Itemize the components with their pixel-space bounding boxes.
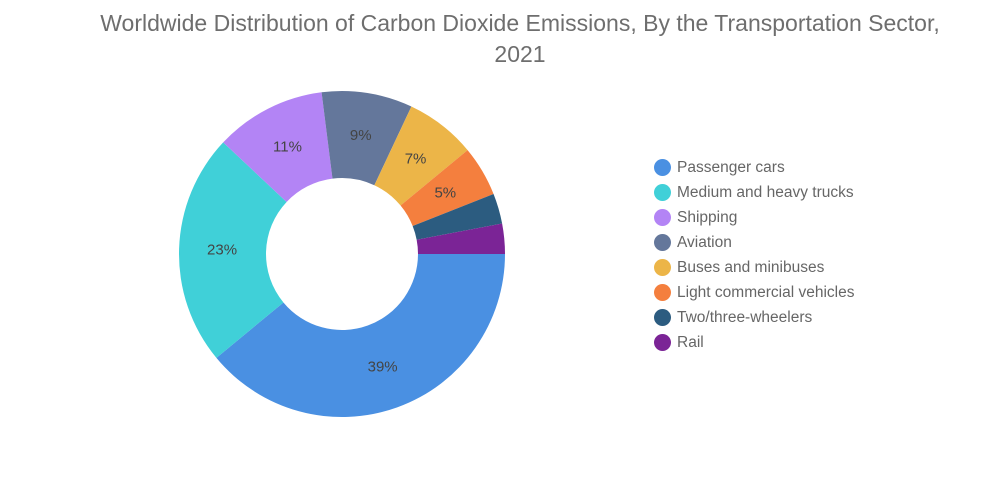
legend-swatch	[654, 309, 671, 326]
slice-medium-and-heavy-trucks	[179, 142, 287, 358]
legend-item-buses-and-minibuses[interactable]: Buses and minibuses	[654, 255, 854, 280]
legend-swatch	[654, 209, 671, 226]
slice-passenger-cars	[216, 254, 505, 417]
slice-shipping	[223, 92, 333, 202]
legend-label: Passenger cars	[677, 158, 785, 176]
legend-swatch	[654, 234, 671, 251]
legend-label: Aviation	[677, 233, 732, 251]
legend-swatch	[654, 334, 671, 351]
slice-two-three-wheelers	[412, 193, 503, 240]
legend-label: Shipping	[677, 208, 738, 226]
legend-item-medium-and-heavy-trucks[interactable]: Medium and heavy trucks	[654, 180, 854, 205]
legend-item-shipping[interactable]: Shipping	[654, 205, 854, 230]
data-label-passenger-cars: 39%	[368, 358, 398, 375]
legend-item-aviation[interactable]: Aviation	[654, 230, 854, 255]
chart-legend: Passenger cars Medium and heavy trucks Shi…	[654, 155, 854, 355]
legend-label: Buses and minibuses	[677, 258, 825, 276]
legend-item-two-three-wheelers[interactable]: Two/three-wheelers	[654, 305, 854, 330]
data-label-buses-and-minibuses: 7%	[405, 151, 427, 168]
data-label-medium-and-heavy-trucks: 23%	[207, 242, 237, 259]
legend-swatch	[654, 184, 671, 201]
legend-swatch	[654, 284, 671, 301]
legend-label: Medium and heavy trucks	[677, 183, 854, 201]
legend-swatch	[654, 259, 671, 276]
slice-buses-and-minibuses	[374, 106, 468, 206]
data-label-aviation: 9%	[350, 127, 372, 144]
legend-label: Light commercial vehicles	[677, 283, 855, 301]
legend-label: Two/three-wheelers	[677, 308, 813, 326]
chart-title: Worldwide Distribution of Carbon Dioxide…	[100, 10, 940, 67]
data-label-light-commercial-vehicles: 5%	[434, 184, 456, 201]
slice-light-commercial-vehicles	[400, 150, 494, 227]
legend-swatch	[654, 159, 671, 176]
slice-aviation	[321, 90, 412, 186]
legend-item-rail[interactable]: Rail	[654, 330, 854, 355]
legend-item-passenger-cars[interactable]: Passenger cars	[654, 155, 854, 180]
legend-item-light-commercial-vehicles[interactable]: Light commercial vehicles	[654, 280, 854, 305]
slice-rail	[416, 223, 505, 254]
data-label-shipping: 11%	[273, 139, 302, 156]
legend-label: Rail	[677, 333, 704, 351]
